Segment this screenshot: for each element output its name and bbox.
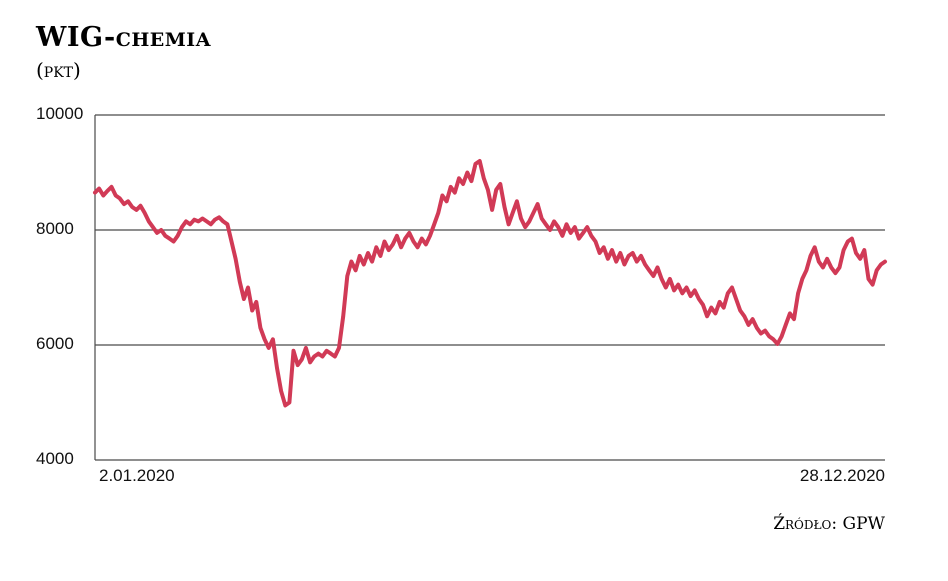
chart-title: WIG-chemia [36,22,211,53]
x-axis-end-label: 28.12.2020 [799,466,885,485]
y-axis-tick-label: 10000 [36,104,84,123]
chart-title-sub: chemia [115,22,211,53]
chart-unit-label: (pkt) [36,58,81,82]
y-axis-tick-label: 8000 [36,219,74,238]
x-axis-start-label: 2.01.2020 [99,466,175,485]
source-label: Źródło: GPW [773,514,885,534]
index-price-line [93,159,887,408]
y-axis-tick-label: 4000 [36,449,74,468]
chart-title-main: WIG- [36,22,116,53]
y-axis-tick-label: 6000 [36,334,74,353]
